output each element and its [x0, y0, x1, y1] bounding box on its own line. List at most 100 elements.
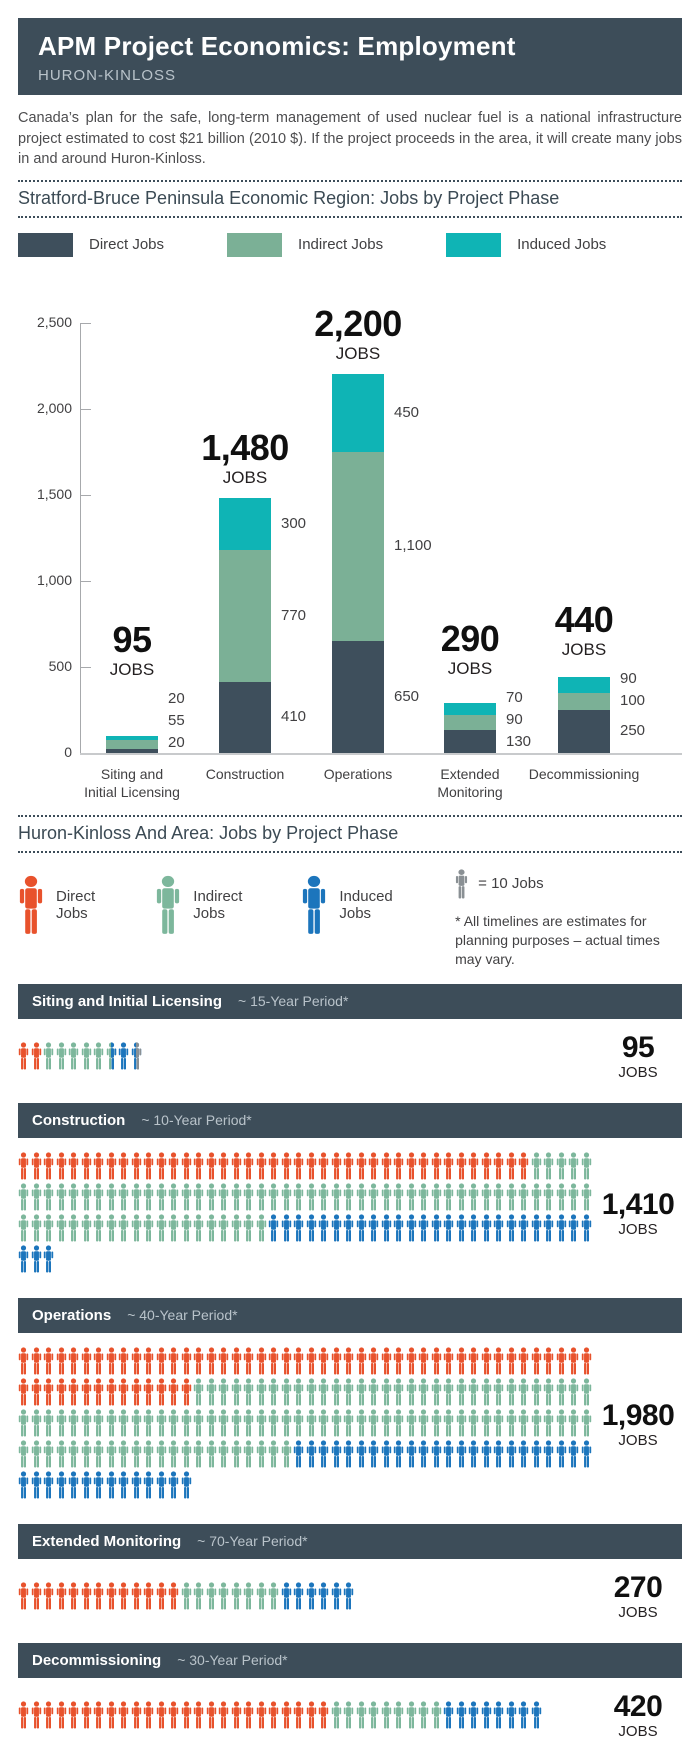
person-icon-indirect — [531, 1183, 542, 1211]
bar-total-unit: JOBS — [222, 468, 268, 488]
person-icon-direct — [418, 1347, 429, 1375]
segment-value-label: 450 — [394, 404, 420, 422]
person-icon-indirect — [356, 1378, 367, 1406]
person-icon-indirect — [106, 1440, 117, 1468]
person-icon-direct — [106, 1378, 117, 1406]
person-icon-direct — [68, 1347, 79, 1375]
person-icon-direct — [193, 1152, 204, 1180]
person-icon-induced — [531, 1440, 542, 1468]
y-axis-tick-label: 500 — [48, 657, 72, 674]
person-icon-direct — [568, 1347, 579, 1375]
person-icon-direct — [406, 1347, 417, 1375]
segment-value-label: 55 — [168, 711, 185, 729]
person-icon-direct — [93, 1701, 104, 1729]
person-icon-induced — [318, 1440, 329, 1468]
person-icon-indirect — [81, 1440, 92, 1468]
person-icon-indirect — [206, 1440, 217, 1468]
person-icon-indirect — [431, 1409, 442, 1437]
person-icon-induced — [18, 1245, 29, 1273]
person-icon-indirect — [356, 1701, 367, 1729]
person-icon-induced — [406, 1440, 417, 1468]
person-icon-direct — [256, 1347, 267, 1375]
person-icon-indirect — [131, 1409, 142, 1437]
person-icon-direct — [81, 1582, 92, 1610]
bar-total-value: 1,480 — [201, 427, 289, 469]
person-icon-indirect — [43, 1214, 54, 1242]
person-icon-indirect — [368, 1409, 379, 1437]
bar-segment-indirect — [219, 549, 271, 683]
person-icon-indirect — [18, 1214, 29, 1242]
person-icon-induced — [443, 1440, 454, 1468]
person-icon-indirect — [218, 1183, 229, 1211]
person-icon-induced — [518, 1440, 529, 1468]
legend-item: Indirect Jobs — [227, 232, 383, 257]
person-icon-indirect — [493, 1183, 504, 1211]
bar-segment-indirect — [106, 739, 158, 750]
person-icon-direct — [418, 1152, 429, 1180]
person-icon-indirect — [106, 1183, 117, 1211]
person-icon-induced — [268, 1214, 279, 1242]
person-icon-direct — [68, 1152, 79, 1180]
person-icon-indirect — [81, 1042, 92, 1070]
bar-total-unit: JOBS — [109, 659, 155, 679]
person-icon-direct — [231, 1701, 242, 1729]
person-icon-direct — [218, 1701, 229, 1729]
person-icon-indirect — [131, 1440, 142, 1468]
person-icon-direct — [143, 1152, 154, 1180]
person-icon-induced — [318, 1582, 329, 1610]
person-icon-indirect — [168, 1214, 179, 1242]
phase-total-value: 420 — [613, 1690, 663, 1724]
person-icon-induced — [456, 1440, 467, 1468]
y-axis-tick-label: 1,000 — [36, 571, 72, 588]
person-icon-direct — [56, 1701, 67, 1729]
person-icon-direct — [143, 1347, 154, 1375]
person-icon-direct — [106, 1582, 117, 1610]
person-icon-direct — [56, 1582, 67, 1610]
person-icon-direct — [206, 1347, 217, 1375]
segment-value-label: 410 — [281, 708, 307, 726]
segment-value-label: 770 — [281, 606, 307, 624]
person-icon-direct — [268, 1152, 279, 1180]
person-icon-indirect — [193, 1409, 204, 1437]
person-icon-indirect — [318, 1183, 329, 1211]
person-icon-indirect — [93, 1042, 104, 1070]
legend-label: Induced Jobs — [517, 236, 607, 254]
section1-title-block: Stratford-Bruce Peninsula Economic Regio… — [18, 179, 682, 218]
segment-value-label: 90 — [620, 670, 637, 688]
person-icon-direct — [81, 1701, 92, 1729]
person-icon-direct — [293, 1701, 304, 1729]
person-icon-indirect — [393, 1701, 404, 1729]
person-icon-indirect — [393, 1378, 404, 1406]
pictogram-legend: Direct Jobs Indirect Jobs Induced Jobs = 1… — [18, 869, 682, 969]
person-icon-direct — [318, 1701, 329, 1729]
section2-title: Huron-Kinloss And Area: Jobs by Project … — [18, 822, 399, 843]
person-icon-direct — [131, 1347, 142, 1375]
person-icon-direct — [143, 1378, 154, 1406]
segment-value-label: 20 — [168, 689, 185, 707]
person-icon-direct — [581, 1347, 592, 1375]
bar-total-label: 2,200 JOBS — [292, 306, 424, 364]
person-icon-direct — [56, 1378, 67, 1406]
person-icon-induced — [568, 1440, 579, 1468]
segment-value-label: 130 — [506, 732, 532, 750]
person-icon-indirect — [56, 1440, 67, 1468]
person-icon-direct — [431, 1152, 442, 1180]
person-icon-direct — [406, 1152, 417, 1180]
person-icon-direct — [243, 1701, 254, 1729]
phase-total: 1,980 JOBS — [594, 1400, 682, 1449]
phase-icon-grid — [18, 1582, 594, 1613]
person-icon-indirect — [193, 1214, 204, 1242]
person-icon-direct — [181, 1152, 192, 1180]
person-icon-direct — [43, 1582, 54, 1610]
legend-swatch — [227, 232, 283, 257]
person-icon-direct — [431, 1347, 442, 1375]
person-icon-indirect — [93, 1440, 104, 1468]
person-icon-indirect — [106, 1042, 117, 1070]
person-icon-induced — [406, 1214, 417, 1242]
person-icon-indirect — [56, 1183, 67, 1211]
bar-segment-induced — [332, 374, 384, 452]
person-icon-indirect — [456, 1183, 467, 1211]
person-icon-direct — [231, 1152, 242, 1180]
x-axis-category-label: Decommissioning — [528, 765, 640, 782]
segment-value-label: 100 — [620, 692, 646, 710]
